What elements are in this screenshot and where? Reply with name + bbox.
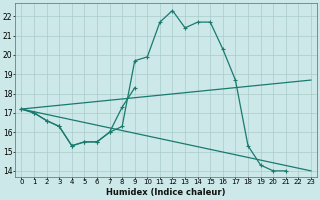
X-axis label: Humidex (Indice chaleur): Humidex (Indice chaleur) xyxy=(107,188,226,197)
